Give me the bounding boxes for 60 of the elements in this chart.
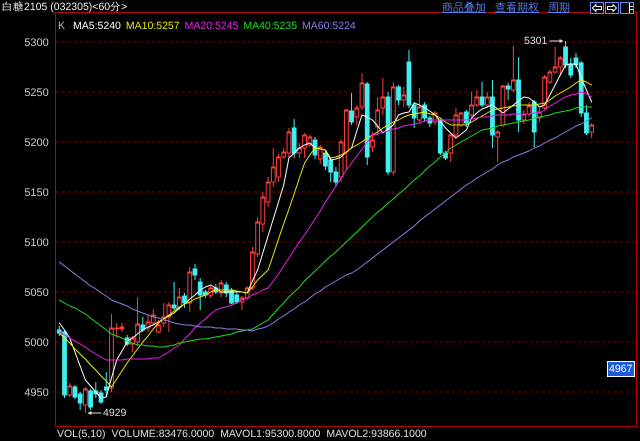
candlestick — [390, 82, 396, 176]
candlestick — [83, 386, 88, 414]
y-tick-label: 4950 — [24, 386, 49, 399]
y-tick-label: 5100 — [24, 236, 49, 249]
candlestick — [490, 80, 495, 148]
annotation: 查看期权 — [495, 2, 539, 14]
candlestick — [500, 84, 506, 128]
candlestick — [370, 132, 375, 152]
annotation: 5301 — [524, 35, 548, 47]
candlestick — [396, 84, 401, 106]
text: VOL(5,10) — [57, 428, 106, 440]
chart-title: 白糖2105 (032305)<60分> — [2, 1, 128, 13]
candlestick — [318, 144, 323, 164]
y-tick-label: 5300 — [24, 36, 49, 49]
candlestick — [484, 92, 490, 108]
candlestick — [292, 118, 297, 158]
candlestick — [516, 56, 521, 132]
annotation: 4929 — [103, 407, 127, 419]
y-tick-label: 5200 — [24, 136, 49, 149]
candlestick — [401, 86, 406, 108]
candlestick — [480, 82, 484, 108]
candlestick — [360, 72, 364, 110]
candlestick — [510, 46, 516, 92]
candlestick — [526, 102, 532, 118]
candlestick — [182, 292, 187, 308]
candlestick — [192, 264, 198, 280]
candlestick — [386, 92, 390, 176]
text: MA60:5224 — [302, 20, 356, 32]
annotation: 周期 — [548, 2, 570, 14]
text: MAVOL2:93866.1000 — [326, 428, 427, 440]
legend-title: K — [58, 20, 66, 32]
candlestick — [495, 130, 500, 162]
y-tick-label: 5250 — [24, 86, 49, 99]
candlestick — [187, 266, 192, 312]
y-tick-label: 5000 — [24, 336, 49, 349]
candlestick — [589, 122, 594, 138]
text: MA20:5245 — [184, 20, 238, 32]
text: MA10:5257 — [126, 20, 180, 32]
candlestick — [354, 104, 360, 126]
candlestick — [417, 88, 422, 122]
candlestick — [67, 382, 72, 398]
candlestick — [375, 96, 380, 136]
text: 4967 — [609, 363, 633, 375]
candlestick — [172, 282, 176, 310]
text: MAVOL1:95300.8000 — [220, 428, 320, 440]
candlestick — [140, 316, 146, 332]
candlestick — [349, 92, 354, 126]
text: MA5:5240 — [73, 20, 121, 32]
candlestick — [176, 288, 182, 310]
candlestick — [506, 82, 511, 100]
candlestick — [464, 110, 469, 128]
candlestick — [364, 82, 370, 166]
text: VOLUME:83476.0000 — [111, 428, 214, 440]
y-tick-label: 5050 — [24, 286, 49, 299]
candlestick — [380, 78, 386, 116]
y-tick-label: 5150 — [24, 186, 49, 199]
annotation: 商品叠加 — [442, 2, 486, 14]
candlestick — [156, 320, 161, 334]
text: MA40:5235 — [243, 20, 298, 32]
candlestick — [104, 372, 109, 398]
